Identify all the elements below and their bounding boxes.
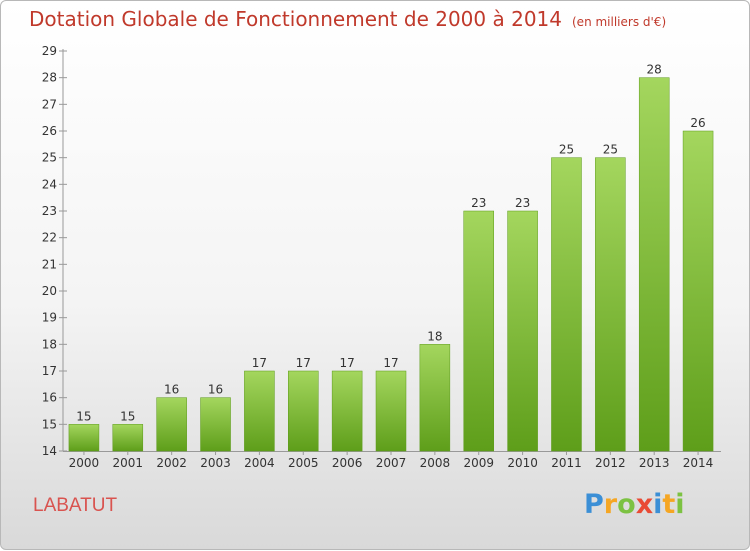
y-tick-label: 18	[42, 337, 57, 351]
proxiti-logo[interactable]: Proxiti	[584, 489, 685, 520]
data-label-2008: 18	[427, 329, 442, 343]
y-tick-label: 22	[42, 231, 57, 245]
y-tick-label: 28	[42, 71, 57, 85]
x-tick-label-2004: 2004	[244, 456, 275, 470]
y-tick-label: 29	[42, 44, 57, 58]
data-label-2007: 17	[383, 356, 398, 370]
logo-letter: i	[675, 489, 685, 520]
commune-name: LABATUT	[33, 495, 118, 516]
bar-2005	[288, 370, 319, 452]
x-tick-label-2003: 2003	[200, 456, 231, 470]
data-label-2010: 23	[515, 196, 530, 210]
logo-letter: x	[635, 489, 654, 520]
y-tick-label: 26	[42, 124, 57, 138]
bar-2011	[551, 157, 582, 452]
logo-letter: i	[653, 489, 663, 520]
y-tick-label: 27	[42, 97, 57, 111]
y-tick-label: 25	[42, 151, 57, 165]
data-label-2013: 28	[647, 63, 662, 77]
y-tick-label: 20	[42, 284, 57, 298]
bar-2008	[419, 344, 451, 452]
x-tick-label-2010: 2010	[507, 456, 538, 470]
data-label-2011: 25	[559, 143, 574, 157]
bar-2012	[595, 157, 626, 452]
bar-2014	[682, 130, 714, 452]
chart-title: Dotation Globale de Fonctionnement de 20…	[29, 7, 666, 31]
data-label-2012: 25	[603, 143, 618, 157]
bar-2006	[331, 370, 363, 452]
bar-2010	[507, 210, 538, 452]
chart-bars: 15 15 16 16 17 17 17 17 18 23 23 25 25 28 26	[68, 63, 714, 452]
bar-2013	[638, 77, 670, 452]
data-label-2009: 23	[471, 196, 486, 210]
data-label-2000: 15	[76, 409, 91, 423]
x-tick-label-2007: 2007	[376, 456, 407, 470]
y-tick-label: 16	[42, 391, 57, 405]
x-tick-label-2014: 2014	[683, 456, 714, 470]
bar-2007	[375, 370, 407, 452]
data-label-2004: 17	[252, 356, 267, 370]
y-tick-label: 14	[42, 444, 57, 458]
x-tick-label-2002: 2002	[156, 456, 187, 470]
chart-unit: (en milliers d'€)	[572, 15, 667, 29]
x-tick-label-2011: 2011	[551, 456, 582, 470]
x-tick-label-2005: 2005	[288, 456, 319, 470]
y-tick-label: 17	[42, 364, 57, 378]
y-tick-label: 24	[42, 177, 57, 191]
bar-2003	[200, 397, 231, 452]
x-tick-label-2001: 2001	[113, 456, 144, 470]
data-label-2006: 17	[339, 356, 354, 370]
x-tick-label-2012: 2012	[595, 456, 626, 470]
y-tick-label: 15	[42, 417, 57, 431]
chart-title-text: Dotation Globale de Fonctionnement de 20…	[29, 7, 562, 31]
y-tick-label: 23	[42, 204, 57, 218]
x-tick-label-2009: 2009	[463, 456, 494, 470]
logo-letter: r	[603, 489, 618, 520]
x-tick-label-2008: 2008	[420, 456, 451, 470]
y-tick-label: 21	[42, 257, 57, 271]
x-tick-label-2013: 2013	[639, 456, 670, 470]
x-tick-label-2000: 2000	[69, 456, 100, 470]
data-label-2002: 16	[164, 383, 179, 397]
x-tick-label-2006: 2006	[332, 456, 363, 470]
logo-letter: o	[617, 489, 636, 520]
bar-2009	[463, 210, 494, 452]
data-label-2014: 26	[690, 116, 705, 130]
data-label-2001: 15	[120, 409, 135, 423]
data-label-2005: 17	[296, 356, 311, 370]
data-label-2003: 16	[208, 383, 223, 397]
logo-letter: P	[584, 489, 604, 520]
y-tick-label: 19	[42, 311, 57, 325]
bar-2004	[244, 370, 275, 452]
bar-2000	[68, 424, 100, 452]
bar-2001	[112, 424, 144, 452]
bar-2002	[156, 397, 187, 452]
logo-letter: t	[662, 489, 676, 520]
chart-axes: 14 15 16 17 18 19 20 21 22 23 24 25 26 27 28 29 2000 2001…	[42, 44, 721, 470]
